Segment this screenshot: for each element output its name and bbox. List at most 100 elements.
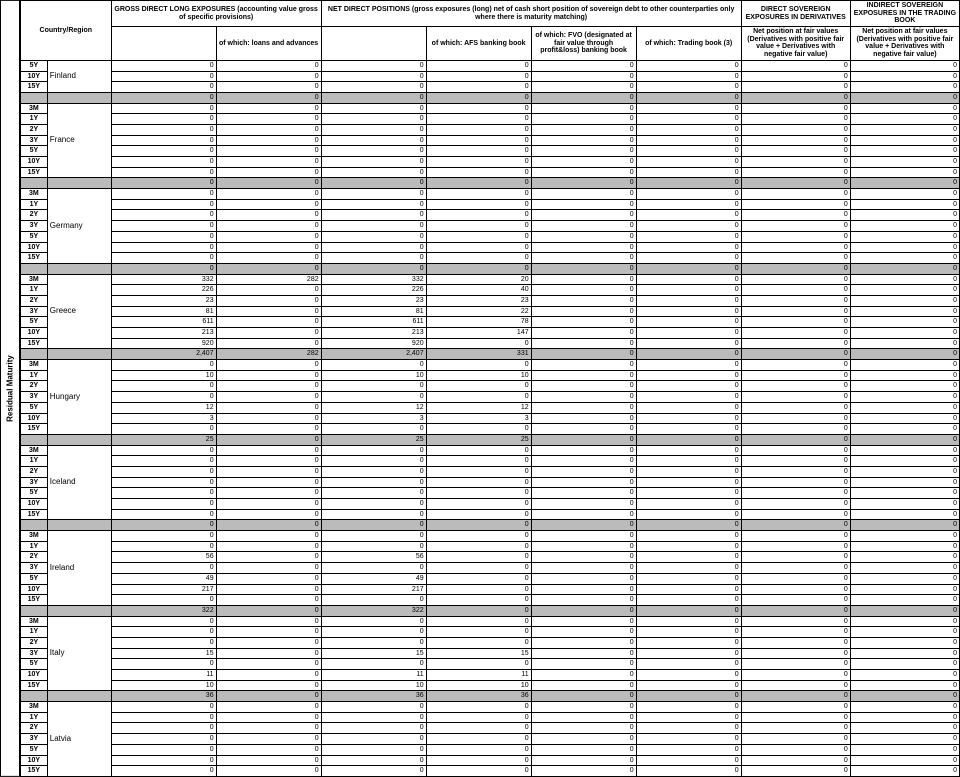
data-cell: 0 — [636, 92, 741, 103]
maturity-cell: 10Y — [21, 755, 48, 766]
ind-sov-header: INDIRECT SOVEREIGN EXPOSURES IN THE TRAD… — [850, 1, 959, 27]
data-cell: 0 — [741, 199, 850, 210]
maturity-cell: 2Y — [21, 637, 48, 648]
data-cell: 0 — [850, 466, 959, 477]
table-row: 3Y00000000 — [21, 477, 960, 488]
data-cell: 0 — [741, 381, 850, 392]
data-cell: 0 — [426, 520, 531, 531]
data-cell: 0 — [636, 338, 741, 349]
maturity-cell — [21, 178, 48, 189]
maturity-cell: 1Y — [21, 541, 48, 552]
data-cell: 0 — [636, 670, 741, 681]
data-cell: 0 — [426, 637, 531, 648]
fvo-header: of which: FVO (designated at fair value … — [531, 27, 636, 61]
data-cell: 0 — [850, 413, 959, 424]
data-cell: 40 — [426, 285, 531, 296]
table-row: 3MHungary00000000 — [21, 360, 960, 371]
maturity-cell — [21, 605, 48, 616]
data-cell: 0 — [111, 488, 216, 499]
data-cell: 0 — [216, 616, 321, 627]
data-cell: 0 — [850, 295, 959, 306]
data-cell: 0 — [741, 157, 850, 168]
data-cell: 0 — [426, 221, 531, 232]
data-cell: 0 — [531, 499, 636, 510]
data-cell: 0 — [111, 541, 216, 552]
data-cell: 0 — [636, 295, 741, 306]
data-cell: 81 — [111, 306, 216, 317]
data-cell: 0 — [636, 477, 741, 488]
data-cell: 0 — [426, 552, 531, 563]
data-cell: 0 — [741, 92, 850, 103]
data-cell: 0 — [850, 477, 959, 488]
data-cell: 0 — [321, 199, 426, 210]
data-cell: 0 — [321, 755, 426, 766]
data-cell: 0 — [111, 82, 216, 93]
data-cell: 0 — [741, 584, 850, 595]
data-cell: 0 — [111, 157, 216, 168]
data-cell: 10 — [321, 680, 426, 691]
data-cell: 0 — [741, 317, 850, 328]
country-cell — [47, 434, 111, 445]
data-cell: 0 — [741, 456, 850, 467]
table-row: 5Y4904900000 — [21, 573, 960, 584]
data-cell: 0 — [850, 178, 959, 189]
country-cell — [47, 520, 111, 531]
data-cell: 25 — [321, 434, 426, 445]
data-cell: 0 — [321, 456, 426, 467]
data-cell: 0 — [741, 766, 850, 777]
data-cell: 0 — [321, 360, 426, 371]
data-cell: 0 — [636, 253, 741, 264]
data-cell: 0 — [216, 317, 321, 328]
data-cell: 10 — [111, 370, 216, 381]
data-cell: 0 — [216, 146, 321, 157]
data-cell: 0 — [850, 306, 959, 317]
data-cell: 0 — [321, 221, 426, 232]
data-cell: 0 — [741, 488, 850, 499]
country-cell: Germany — [47, 189, 111, 264]
data-cell: 0 — [531, 712, 636, 723]
data-cell: 0 — [216, 253, 321, 264]
table-row: 1Y00000000 — [21, 114, 960, 125]
data-cell: 0 — [531, 124, 636, 135]
table-row: 3Y00000000 — [21, 563, 960, 574]
data-cell: 0 — [741, 670, 850, 681]
data-cell: 0 — [216, 499, 321, 510]
data-cell: 0 — [850, 616, 959, 627]
data-cell: 0 — [741, 285, 850, 296]
table-row: 15Y00000000 — [21, 82, 960, 93]
table-row: 3MFrance00000000 — [21, 103, 960, 114]
data-cell: 0 — [426, 573, 531, 584]
table-row: 5Y00000000 — [21, 488, 960, 499]
data-cell: 0 — [636, 659, 741, 670]
data-cell: 0 — [636, 712, 741, 723]
data-cell: 0 — [426, 563, 531, 574]
data-cell: 0 — [216, 766, 321, 777]
data-cell: 0 — [850, 274, 959, 285]
data-cell: 0 — [216, 242, 321, 253]
table-row: 15Y10010100000 — [21, 680, 960, 691]
data-cell: 0 — [321, 242, 426, 253]
data-cell: 0 — [850, 242, 959, 253]
data-cell: 0 — [741, 509, 850, 520]
data-cell: 0 — [850, 285, 959, 296]
maturity-cell: 3M — [21, 274, 48, 285]
data-cell: 0 — [321, 563, 426, 574]
data-cell: 0 — [426, 595, 531, 606]
data-cell: 0 — [216, 434, 321, 445]
data-cell: 0 — [531, 274, 636, 285]
data-cell: 0 — [426, 60, 531, 71]
data-cell: 0 — [531, 146, 636, 157]
data-cell: 11 — [111, 670, 216, 681]
data-cell: 0 — [741, 242, 850, 253]
data-cell: 0 — [850, 573, 959, 584]
data-cell: 0 — [636, 103, 741, 114]
data-cell: 36 — [426, 691, 531, 702]
data-cell: 0 — [636, 734, 741, 745]
data-cell: 0 — [741, 71, 850, 82]
data-cell: 0 — [531, 434, 636, 445]
data-cell: 0 — [531, 103, 636, 114]
data-cell: 0 — [111, 381, 216, 392]
data-cell: 0 — [531, 509, 636, 520]
total-row: 00000000 — [21, 92, 960, 103]
data-cell: 36 — [111, 691, 216, 702]
